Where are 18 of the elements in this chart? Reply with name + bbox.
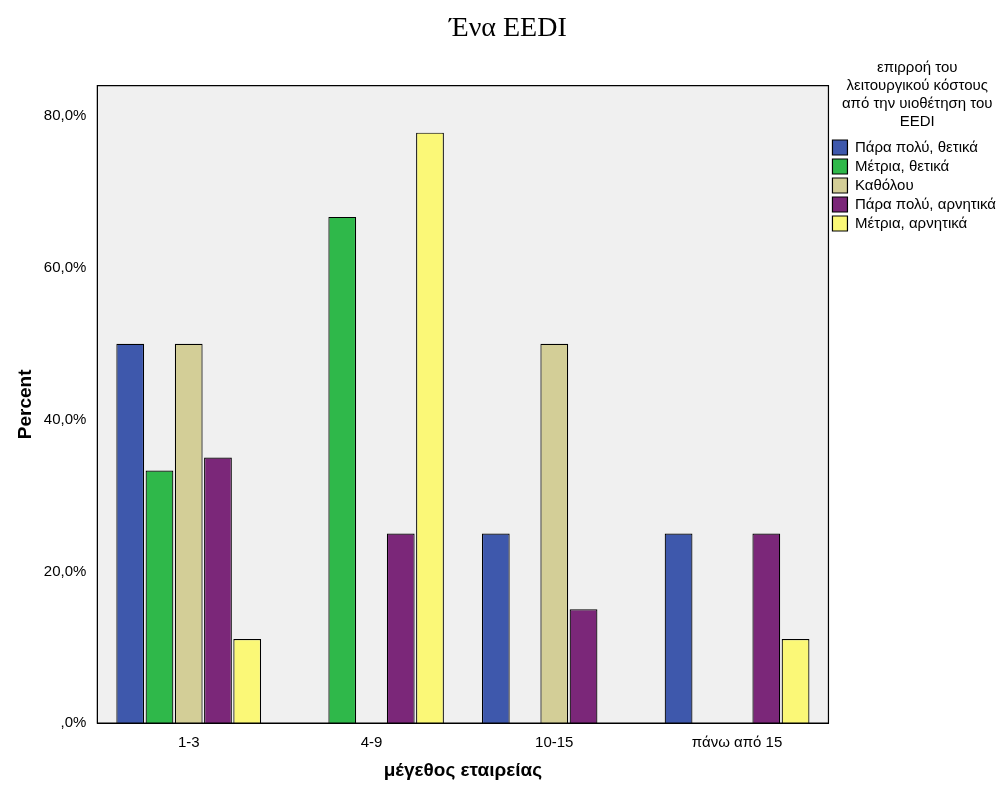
- x-tick-label: 4-9: [360, 733, 383, 751]
- legend-title: επιρροή του λειτουργικού κόστους από την υιοθέτηση του EEDI: [841, 57, 993, 129]
- y-tick-label: ,0%: [60, 713, 87, 731]
- legend-label: Καθόλου: [854, 175, 914, 193]
- x-tick-label: πάνω από 15: [691, 733, 783, 751]
- legend-label: Μέτρια, αρνητικά: [854, 213, 968, 231]
- x-tick-label: 1-3: [177, 733, 200, 751]
- x-tick-label: 10-15: [535, 733, 574, 751]
- y-tick-label: 60,0%: [43, 257, 87, 275]
- y-axis-title: Percent: [13, 368, 35, 440]
- legend-label: Πάρα πολύ, θετικά: [854, 137, 979, 155]
- legend-label: Πάρα πολύ, αρνητικά: [854, 194, 997, 212]
- y-tick-label: 20,0%: [43, 561, 87, 579]
- x-axis-title: μέγεθος εταιρείας: [383, 758, 543, 780]
- y-tick-label: 40,0%: [43, 409, 87, 427]
- legend-label: Μέτρια, θετικά: [854, 156, 950, 174]
- y-tick-label: 80,0%: [43, 106, 87, 124]
- chart-title: Ένα EEDI: [448, 11, 567, 43]
